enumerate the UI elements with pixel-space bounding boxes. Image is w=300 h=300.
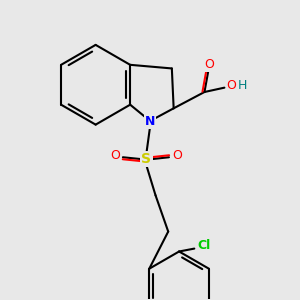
Text: S: S: [142, 152, 152, 166]
Text: H: H: [238, 79, 247, 92]
Text: Cl: Cl: [197, 239, 210, 252]
Text: O: O: [227, 79, 237, 92]
Text: O: O: [204, 58, 214, 71]
Text: O: O: [110, 149, 120, 162]
Text: O: O: [172, 149, 182, 162]
Text: N: N: [145, 115, 155, 128]
